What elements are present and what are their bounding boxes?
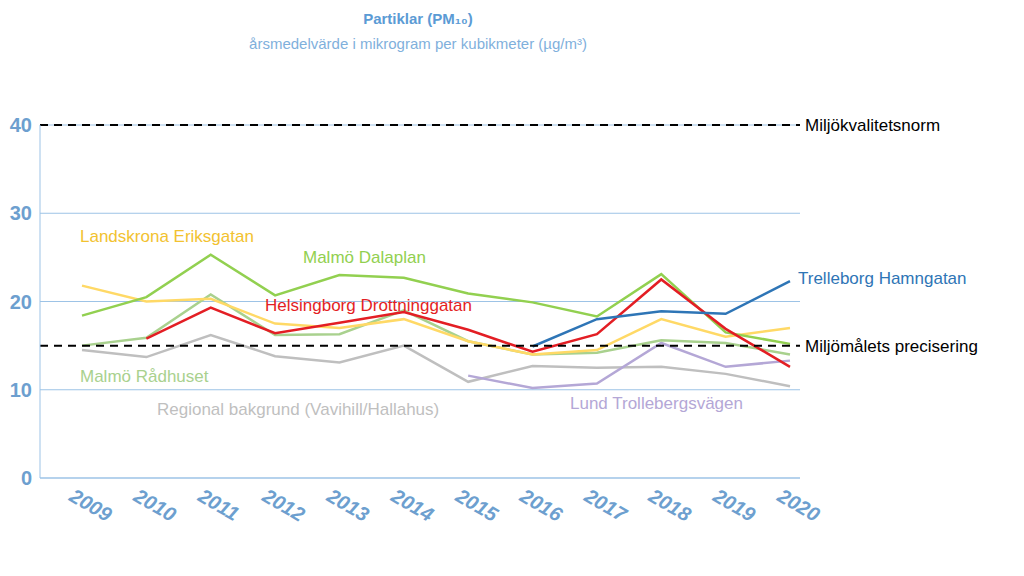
- svg-text:2010: 2010: [129, 484, 179, 526]
- svg-text:2013: 2013: [323, 484, 373, 526]
- html-text:Partiklar (PM₁₀): Partiklar (PM₁₀): [363, 10, 473, 27]
- svg-text:2018: 2018: [644, 484, 695, 526]
- html-text:Lund Trollebergsvägen: Lund Trollebergsvägen: [570, 394, 743, 413]
- svg-text:Miljömålets precisering: Miljömålets precisering: [805, 337, 978, 356]
- svg-text:2016: 2016: [516, 484, 567, 526]
- svg-text:2009: 2009: [65, 484, 116, 526]
- svg-text:0: 0: [21, 467, 32, 489]
- svg-text:2015: 2015: [451, 484, 502, 526]
- html-text:Helsingborg Drottninggatan: Helsingborg Drottninggatan: [265, 296, 472, 315]
- svg-text:10: 10: [10, 379, 32, 401]
- svg-text:20: 20: [10, 291, 32, 313]
- html-text:Landskrona Eriksgatan: Landskrona Eriksgatan: [80, 227, 254, 246]
- svg-text:2012: 2012: [258, 484, 308, 526]
- svg-text:2017: 2017: [580, 484, 631, 526]
- svg-text:2011: 2011: [194, 484, 243, 525]
- svg-text:Miljökvalitetsnorm: Miljökvalitetsnorm: [805, 116, 940, 135]
- svg-text:2020: 2020: [773, 484, 823, 526]
- svg-text:2014: 2014: [387, 484, 437, 526]
- svg-text:2019: 2019: [709, 484, 760, 526]
- html-text:Trelleborg Hamngatan: Trelleborg Hamngatan: [798, 269, 967, 288]
- html-text:Regional bakgrund (Vavihill/Ha: Regional bakgrund (Vavihill/Hallahus): [157, 400, 440, 419]
- html-text:Malmö Rådhuset: Malmö Rådhuset: [80, 367, 209, 386]
- html-text:årsmedelvärde i mikrogram per: årsmedelvärde i mikrogram per kubikmeter…: [249, 35, 587, 52]
- html-text:Malmö Dalaplan: Malmö Dalaplan: [303, 248, 426, 267]
- svg-text:40: 40: [10, 114, 32, 136]
- svg-text:30: 30: [10, 202, 32, 224]
